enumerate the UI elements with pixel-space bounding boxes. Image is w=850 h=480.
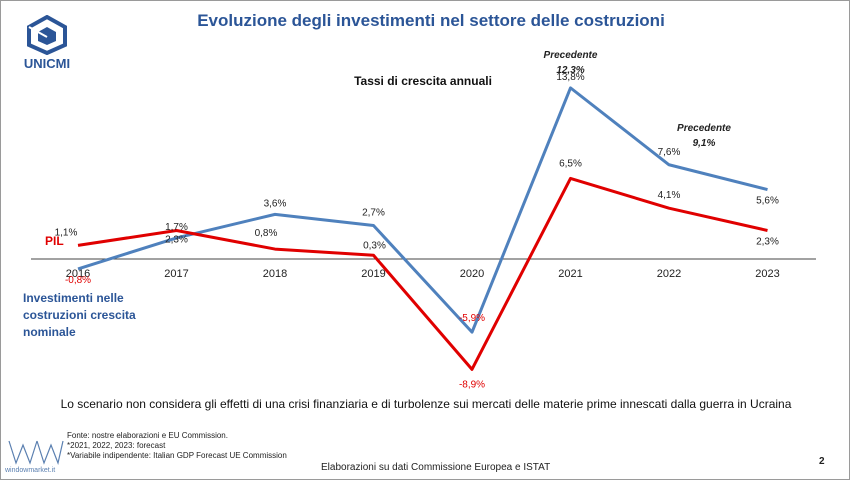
data-label-investimenti: 2,7% bbox=[362, 208, 385, 219]
data-label-pil: 0,8% bbox=[255, 228, 278, 239]
data-label-pil: 0,3% bbox=[363, 240, 386, 251]
annotation-text: Precedente bbox=[677, 123, 731, 134]
data-label-investimenti: -5,9% bbox=[459, 313, 485, 324]
elaboration-note: Elaborazioni su dati Commissione Europea… bbox=[321, 462, 551, 473]
sources-block: Fonte: nostre elaborazioni e EU Commissi… bbox=[67, 431, 287, 461]
data-label-investimenti: 7,6% bbox=[658, 147, 681, 158]
brand-logo-text: UNICMI bbox=[23, 56, 71, 71]
data-label-investimenti: 3,6% bbox=[264, 198, 287, 209]
scenario-note: Lo scenario non considera gli effetti di… bbox=[60, 397, 792, 411]
series-label-investimenti: Investimenti nelle costruzioni crescita no… bbox=[23, 291, 136, 339]
data-label-investimenti: -0,8% bbox=[65, 275, 91, 286]
x-axis-ticks: 2016 2017 2018 2019 2020 2021 2022 2023 bbox=[66, 268, 780, 280]
x-tick-label: 2021 bbox=[558, 268, 582, 280]
x-tick-label: 2016 bbox=[66, 268, 90, 280]
annotation-value: 9,1% bbox=[693, 138, 716, 149]
x-tick-label: 2018 bbox=[263, 268, 287, 280]
chart-annotations: Precedente 12,3% Precedente 9,1% bbox=[544, 50, 732, 149]
chart-subtitle: Tassi di crescita annuali bbox=[354, 74, 492, 88]
x-tick-label: 2022 bbox=[657, 268, 681, 280]
page-number: 2 bbox=[819, 456, 825, 467]
data-label-pil: 1,1% bbox=[55, 227, 78, 238]
x-tick-label: 2019 bbox=[361, 268, 385, 280]
data-label-pil: 2,3% bbox=[756, 236, 779, 247]
annotation-text: Precedente bbox=[544, 50, 598, 61]
unicmi-logo-icon bbox=[27, 15, 67, 55]
source-line: *2021, 2022, 2023: forecast bbox=[67, 441, 166, 450]
data-label-investimenti: 1,7% bbox=[165, 222, 188, 233]
line-chart: Tassi di crescita annuali 2016 2017 2018 20… bbox=[23, 50, 816, 390]
data-label-investimenti: 13,8% bbox=[556, 72, 584, 83]
slide-title: Evoluzione degli investimenti nel settor… bbox=[197, 11, 665, 30]
windowmarket-logo-icon bbox=[8, 440, 64, 465]
watermark-text: windowmarket.it bbox=[5, 467, 56, 474]
source-line: Fonte: nostre elaborazioni e EU Commissi… bbox=[67, 431, 228, 440]
data-label-pil: 4,1% bbox=[658, 190, 681, 201]
data-label-pil: 2,3% bbox=[165, 234, 188, 245]
source-line: *Variabile indipendente: Italian GDP For… bbox=[67, 451, 287, 460]
data-label-investimenti: 5,6% bbox=[756, 196, 779, 207]
annotation-value: 12,3% bbox=[556, 65, 584, 76]
x-tick-label: 2020 bbox=[460, 268, 484, 280]
x-tick-label: 2017 bbox=[164, 268, 188, 280]
data-label-pil: -8,9% bbox=[459, 379, 485, 390]
series-line-pil bbox=[77, 176, 768, 371]
data-label-pil: 6,5% bbox=[559, 158, 582, 169]
series-label-pil: PIL bbox=[45, 234, 64, 248]
x-tick-label: 2023 bbox=[755, 268, 779, 280]
data-labels-investimenti: -0,8% 1,7% 3,6% 2,7% -5,9% 13,8% 7,6% 5,6% bbox=[65, 72, 779, 324]
data-labels-pil: 1,1% 2,3% 0,8% 0,3% -8,9% 6,5% 4,1% 2,3% bbox=[55, 158, 779, 390]
series-line-investimenti bbox=[77, 86, 768, 334]
